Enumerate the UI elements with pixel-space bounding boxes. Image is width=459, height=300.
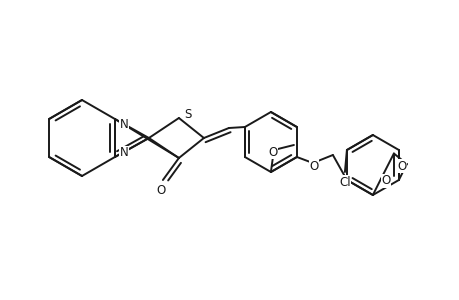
Text: O: O: [397, 160, 406, 172]
Text: Cl: Cl: [338, 176, 350, 188]
Text: N: N: [119, 146, 128, 160]
Text: S: S: [184, 107, 191, 121]
Text: N: N: [119, 118, 128, 130]
Text: O: O: [268, 146, 277, 158]
Text: O: O: [308, 160, 318, 172]
Text: O: O: [381, 175, 390, 188]
Text: O: O: [156, 184, 165, 197]
